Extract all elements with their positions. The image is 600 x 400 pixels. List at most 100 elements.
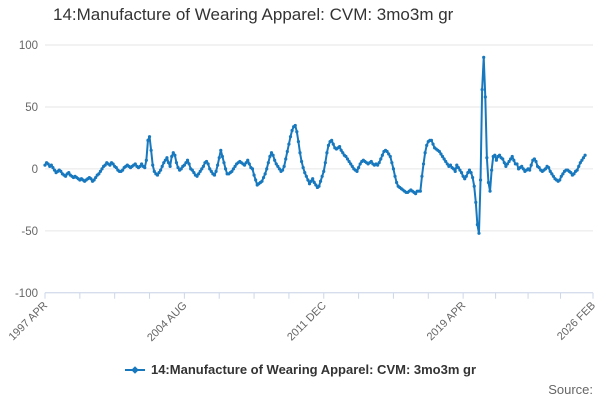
series-point[interactable]: [144, 158, 148, 162]
series-point[interactable]: [442, 157, 446, 161]
series-point[interactable]: [347, 159, 351, 164]
series-point[interactable]: [505, 162, 510, 166]
series-point[interactable]: [219, 148, 223, 152]
series-point[interactable]: [483, 95, 487, 99]
series-point[interactable]: [265, 167, 269, 171]
series-point[interactable]: [488, 189, 492, 193]
series-point[interactable]: [274, 162, 278, 166]
series-point[interactable]: [49, 163, 53, 167]
series-point[interactable]: [250, 167, 255, 171]
series-point[interactable]: [507, 159, 511, 164]
series-point[interactable]: [561, 172, 565, 176]
series-point[interactable]: [497, 153, 502, 157]
series-point[interactable]: [377, 161, 381, 165]
series-point[interactable]: [216, 163, 220, 167]
series-point[interactable]: [325, 151, 329, 155]
series-point[interactable]: [459, 170, 464, 175]
series-point[interactable]: [276, 164, 280, 168]
series-point[interactable]: [284, 157, 288, 161]
series-point[interactable]: [133, 162, 137, 166]
series-point[interactable]: [103, 163, 107, 167]
series-point[interactable]: [246, 158, 250, 162]
series-point[interactable]: [414, 192, 418, 196]
series-point[interactable]: [290, 128, 294, 133]
series-point[interactable]: [261, 175, 266, 180]
series-point[interactable]: [285, 149, 289, 154]
series-point[interactable]: [521, 167, 525, 171]
series-point[interactable]: [242, 163, 247, 167]
series-point[interactable]: [146, 138, 150, 142]
series-point[interactable]: [583, 153, 587, 157]
series-point[interactable]: [295, 130, 299, 134]
series-point[interactable]: [190, 168, 194, 172]
series-point[interactable]: [98, 169, 103, 173]
series-point[interactable]: [263, 172, 267, 176]
series-point[interactable]: [420, 174, 424, 178]
series-point[interactable]: [304, 174, 308, 178]
series-point[interactable]: [453, 169, 457, 173]
series-point[interactable]: [515, 162, 519, 166]
series-point[interactable]: [94, 175, 98, 180]
series-point[interactable]: [472, 184, 476, 188]
series-point[interactable]: [230, 169, 234, 173]
series-point[interactable]: [306, 178, 310, 182]
series-point[interactable]: [485, 156, 489, 160]
series-point[interactable]: [520, 164, 524, 168]
series-point[interactable]: [201, 164, 205, 168]
series-point[interactable]: [448, 163, 453, 167]
series-point[interactable]: [52, 168, 57, 172]
series-point[interactable]: [162, 161, 166, 165]
series-point[interactable]: [51, 166, 55, 170]
series-point[interactable]: [198, 169, 202, 173]
series-point[interactable]: [163, 158, 167, 162]
series-point[interactable]: [206, 162, 210, 166]
series-point[interactable]: [387, 152, 391, 156]
series-point[interactable]: [504, 164, 508, 168]
series-point[interactable]: [287, 142, 291, 146]
series-point[interactable]: [165, 156, 169, 160]
series-point[interactable]: [509, 157, 513, 161]
series-point[interactable]: [114, 166, 118, 170]
series-point[interactable]: [581, 156, 586, 160]
series-point[interactable]: [464, 174, 468, 178]
series-point[interactable]: [182, 163, 186, 167]
series-point[interactable]: [344, 154, 348, 159]
series-point[interactable]: [152, 169, 156, 173]
series-point[interactable]: [355, 169, 359, 173]
series-point[interactable]: [425, 143, 429, 147]
series-point[interactable]: [461, 174, 465, 178]
series-point[interactable]: [309, 179, 313, 183]
series-point[interactable]: [209, 169, 213, 173]
series-point[interactable]: [510, 154, 514, 159]
series-point[interactable]: [486, 180, 491, 185]
series-point[interactable]: [299, 159, 304, 164]
series-point[interactable]: [159, 168, 163, 172]
series-point[interactable]: [385, 149, 389, 154]
series-point[interactable]: [322, 169, 326, 173]
series-point[interactable]: [440, 154, 445, 159]
series-point[interactable]: [231, 167, 236, 171]
series-point[interactable]: [547, 166, 551, 170]
legend-item[interactable]: 14:Manufacture of Wearing Apparel: CVM: …: [124, 362, 476, 377]
series-point[interactable]: [108, 163, 112, 167]
series-point[interactable]: [43, 163, 47, 167]
series-point[interactable]: [357, 166, 361, 170]
series-point[interactable]: [423, 151, 427, 155]
series-point[interactable]: [337, 144, 342, 149]
series-point[interactable]: [532, 157, 537, 161]
series-point[interactable]: [269, 151, 274, 155]
series-point[interactable]: [208, 167, 212, 171]
series-point[interactable]: [220, 154, 224, 159]
series-point[interactable]: [222, 161, 226, 165]
series-point[interactable]: [331, 142, 335, 146]
series-point[interactable]: [171, 151, 175, 155]
series-point[interactable]: [467, 168, 472, 172]
series-point[interactable]: [147, 135, 152, 139]
series-point[interactable]: [482, 55, 486, 59]
series-point[interactable]: [184, 161, 188, 165]
series-point[interactable]: [494, 158, 498, 162]
series-point[interactable]: [46, 162, 50, 166]
series-point[interactable]: [475, 223, 479, 227]
series-point[interactable]: [445, 162, 449, 166]
series-point[interactable]: [471, 175, 475, 180]
